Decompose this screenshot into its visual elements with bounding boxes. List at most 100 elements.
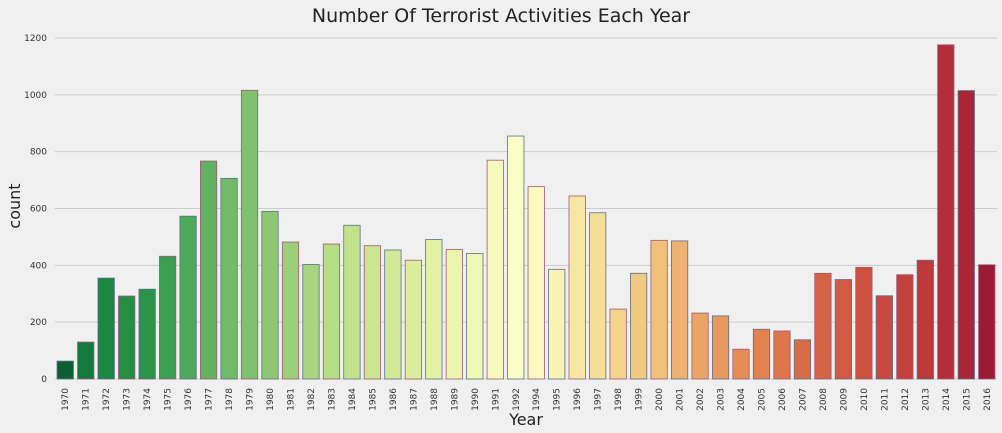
x-tick-label: 1999 <box>635 388 645 411</box>
bar-1978 <box>220 177 238 380</box>
bar-1974 <box>138 288 156 380</box>
x-tick-label: 1982 <box>307 388 317 411</box>
bar-1984 <box>343 224 361 380</box>
chart-title: Number Of Terrorist Activities Each Year <box>312 5 690 27</box>
x-tick-label: 1994 <box>532 388 542 411</box>
x-tick-label: 2013 <box>921 388 931 411</box>
y-tick-label: 200 <box>30 318 47 328</box>
x-tick-label: 1992 <box>512 388 522 411</box>
bar-1986 <box>384 249 402 380</box>
x-tick-label: 2011 <box>880 388 890 411</box>
x-tick-label: 1998 <box>614 388 624 411</box>
bar-1999 <box>630 272 648 380</box>
x-tick-label: 2010 <box>860 388 870 411</box>
bar-1983 <box>322 243 341 380</box>
x-tick-label: 1987 <box>409 388 419 411</box>
bar-1980 <box>261 210 279 380</box>
bar-2003 <box>711 315 730 380</box>
y-tick-label: 0 <box>41 375 47 385</box>
y-tick-label: 1200 <box>24 34 47 44</box>
bar-1981 <box>281 241 300 380</box>
y-tick-label: 600 <box>30 205 47 215</box>
bar-1982 <box>302 264 320 380</box>
x-tick-label: 2003 <box>717 388 727 411</box>
x-tick-label: 2000 <box>655 388 665 411</box>
bar-2009 <box>834 279 853 380</box>
bar-1997 <box>589 212 607 380</box>
x-tick-label: 2001 <box>676 388 686 411</box>
x-tick-label: 2012 <box>901 388 911 411</box>
bar-2015 <box>957 90 975 380</box>
bar-1988 <box>425 239 443 380</box>
bar-1976 <box>179 215 197 380</box>
x-tick-label: 2008 <box>819 388 829 411</box>
bar-1971 <box>77 341 95 380</box>
x-tick-label: 1979 <box>246 388 256 411</box>
bar-2010 <box>855 266 873 380</box>
x-tick-label: 1972 <box>102 388 112 411</box>
x-axis-label: Year <box>508 410 543 429</box>
bar-2005 <box>752 328 771 380</box>
x-tick-label: 2006 <box>778 388 788 411</box>
bar-1996 <box>568 195 586 380</box>
x-tick-label: 1973 <box>123 388 133 411</box>
x-tick-label: 1980 <box>266 388 276 411</box>
bar-2011 <box>875 295 893 380</box>
x-tick-label: 1988 <box>430 388 440 411</box>
x-tick-label: 2009 <box>839 388 849 411</box>
x-tick-label: 1977 <box>205 388 215 411</box>
bar-1998 <box>609 308 627 380</box>
y-tick-label: 400 <box>30 261 47 271</box>
x-tick-label: 1990 <box>471 388 481 411</box>
bar-2006 <box>773 330 791 380</box>
x-tick-label: 1975 <box>164 388 174 411</box>
x-tick-label: 2005 <box>758 388 768 411</box>
x-tick-label: 1974 <box>143 388 153 411</box>
bar-1989 <box>445 249 463 380</box>
x-tick-label: 1996 <box>573 388 583 411</box>
bar-1990 <box>466 252 484 380</box>
x-tick-label: 1970 <box>61 388 71 411</box>
y-tick-label: 1000 <box>24 91 47 101</box>
x-tick-label: 1976 <box>184 388 194 411</box>
bar-2012 <box>896 274 914 380</box>
x-tick-label: 1986 <box>389 388 399 411</box>
bar-1994 <box>527 186 545 380</box>
bar-1995 <box>548 268 566 380</box>
bar-1979 <box>240 89 259 380</box>
x-tick-label: 1989 <box>450 388 460 411</box>
x-tick-label: 2016 <box>983 388 993 411</box>
x-tick-label: 1983 <box>327 388 337 411</box>
x-tick-label: 2007 <box>798 388 808 411</box>
bar-2001 <box>670 240 689 380</box>
x-tick-label: 2004 <box>737 388 747 411</box>
bar-1991 <box>486 159 504 380</box>
bar-1972 <box>97 277 115 380</box>
x-tick-label: 2015 <box>962 388 972 411</box>
bar-2016 <box>978 264 996 380</box>
y-tick-label: 800 <box>30 148 47 158</box>
bar-2014 <box>937 44 955 380</box>
bar-2013 <box>916 259 934 380</box>
bar-1973 <box>118 295 136 380</box>
x-tick-label: 1985 <box>368 388 378 411</box>
x-tick-label: 1981 <box>287 388 297 411</box>
bars <box>56 44 996 380</box>
bar-2007 <box>793 339 812 380</box>
bar-2002 <box>691 312 709 380</box>
y-axis-ticks: 0 200 400 600 800 1000 1200 <box>24 34 47 385</box>
x-tick-label: 1991 <box>491 388 501 411</box>
y-axis-label: count <box>5 183 24 228</box>
x-tick-label: 1978 <box>225 388 235 411</box>
x-tick-label: 1984 <box>348 388 358 411</box>
x-axis-ticks: 1970 1971 1972 1973 1974 1975 1976 1977 1978 1979… <box>61 388 993 411</box>
bar-2008 <box>814 272 832 380</box>
x-tick-label: 2014 <box>942 388 952 411</box>
bar-1987 <box>404 259 422 380</box>
bar-1975 <box>159 255 177 380</box>
x-tick-label: 1997 <box>594 388 604 411</box>
bar-1992 <box>507 135 525 380</box>
x-tick-label: 1971 <box>82 388 92 411</box>
